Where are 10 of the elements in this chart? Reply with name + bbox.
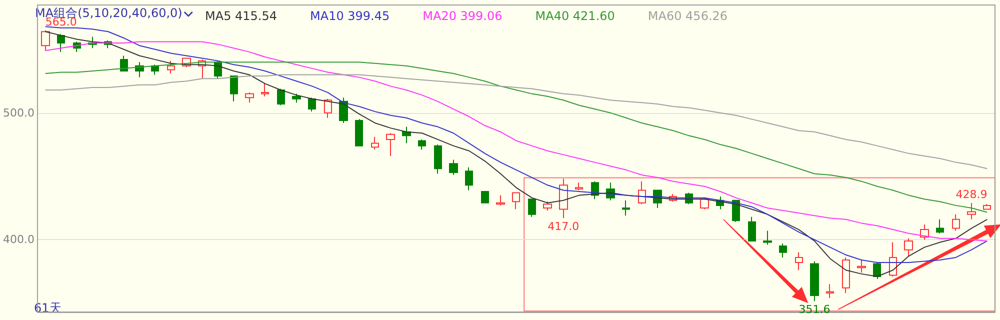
y-tick-label: 400.0 xyxy=(2,233,34,246)
annotation: 351.6 xyxy=(798,303,830,316)
text: MA20 399.06 xyxy=(422,9,502,23)
text: MA5 415.54 xyxy=(205,9,277,23)
annotation: 417.0 xyxy=(548,220,580,234)
text: MA10 399.45 xyxy=(310,9,390,23)
text: MA60 456.26 xyxy=(648,9,728,23)
text: MA40 421.60 xyxy=(535,9,615,23)
y-tick-label: 500.0 xyxy=(2,106,34,120)
annotation: 428.9 xyxy=(956,188,988,202)
